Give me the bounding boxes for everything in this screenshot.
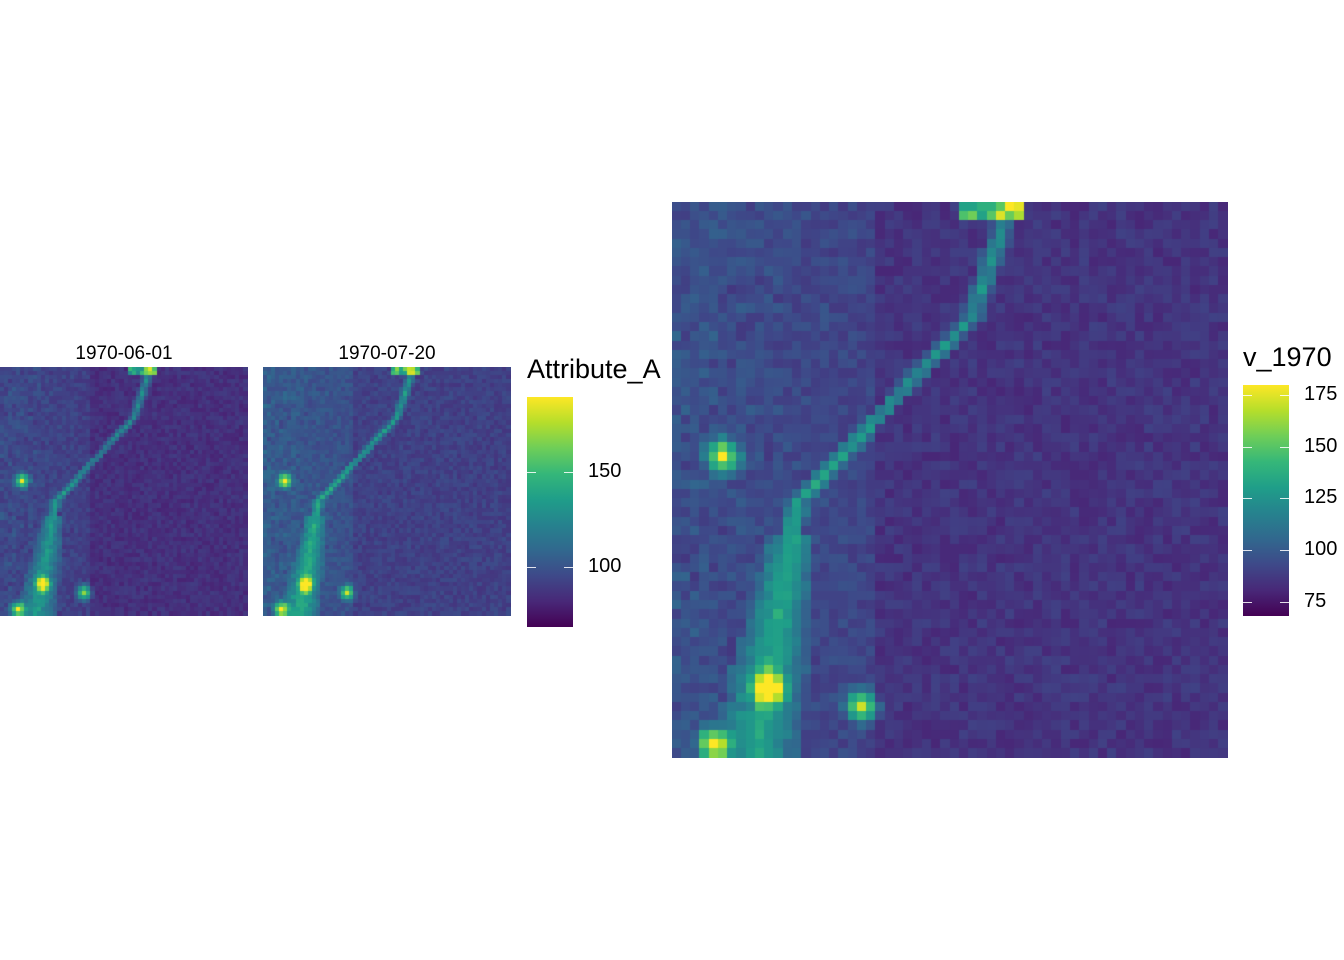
attribute-tick-label: 100 (588, 554, 622, 577)
raster-facet-2 (263, 367, 511, 616)
v1970-tick-mark (1243, 498, 1252, 500)
v1970-tick-mark (1243, 446, 1252, 448)
v1970-tick-label: 100 (1304, 538, 1338, 560)
v1970-tick-label: 75 (1304, 589, 1327, 612)
raster-facet-1 (0, 367, 248, 616)
v1970-tick-mark (1243, 601, 1252, 603)
attribute-tick-label: 150 (588, 460, 622, 483)
facet-title-2: 1970-07-20 (338, 343, 436, 364)
legend-title-v1970: v_1970 (1243, 342, 1332, 372)
legend-title-attribute: Attribute_A (527, 354, 661, 384)
attribute-tick-mark (527, 566, 536, 568)
attribute-tick-mark (564, 472, 573, 474)
v1970-tick-mark (1280, 601, 1289, 603)
colorbar-v1970 (1243, 385, 1289, 616)
v1970-tick-label: 175 (1304, 383, 1338, 406)
raster-v1970 (672, 202, 1228, 758)
facet-title-1: 1970-06-01 (75, 343, 173, 364)
colorbar-attribute (527, 397, 573, 627)
attribute-tick-mark (564, 566, 573, 568)
v1970-tick-mark (1280, 446, 1289, 448)
v1970-tick-mark (1243, 395, 1252, 397)
v1970-tick-label: 150 (1304, 434, 1338, 457)
v1970-tick-mark (1280, 550, 1289, 551)
v1970-tick-mark (1280, 498, 1289, 500)
v1970-tick-label: 125 (1304, 486, 1338, 509)
v1970-tick-mark (1243, 550, 1252, 551)
attribute-tick-mark (527, 472, 536, 474)
v1970-tick-mark (1280, 395, 1289, 397)
